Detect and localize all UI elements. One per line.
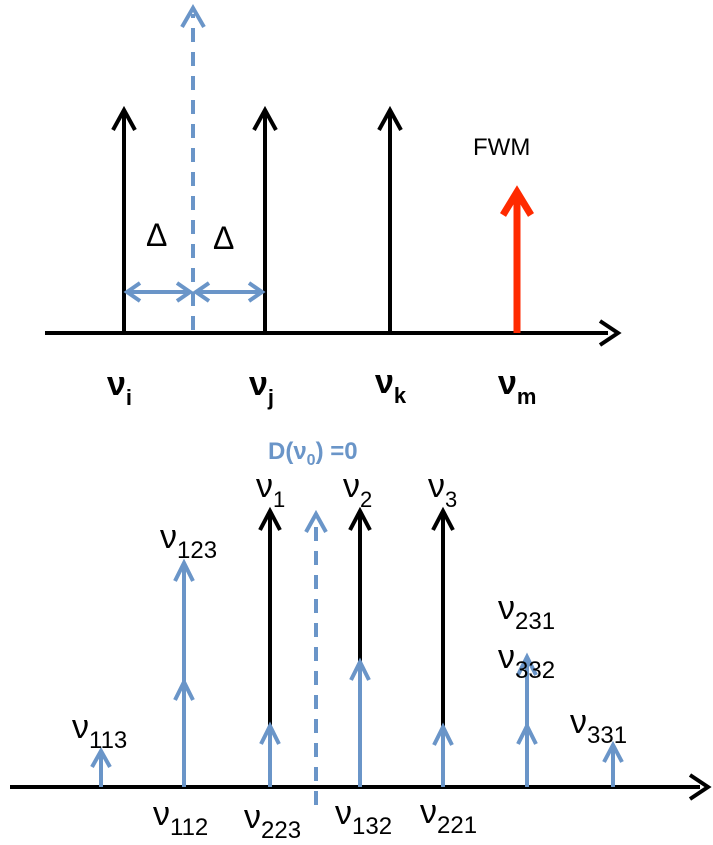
bottom-diagram: D(ν0) =0 — [10, 438, 712, 844]
delta-right-label: Δ — [213, 220, 234, 256]
product-arrow-v231-v332 — [516, 652, 538, 787]
top-center-dashed-line — [180, 4, 206, 330]
label-v331: ν331 — [570, 703, 627, 749]
label-v332: ν332 — [498, 638, 555, 684]
label-v123: ν123 — [160, 518, 217, 564]
fwm-label: FWM — [473, 134, 530, 161]
product-arrow-v123 — [173, 558, 195, 787]
label-v231: ν231 — [498, 589, 555, 635]
label-v223: ν223 — [244, 798, 301, 844]
label-vm: νm — [498, 364, 536, 409]
delta-left-label: Δ — [146, 217, 167, 253]
top-arrow-vi — [111, 105, 137, 333]
delta-arrow-right — [192, 281, 266, 303]
bottom-center-dashed-line — [304, 509, 328, 805]
label-v1: ν1 — [256, 467, 285, 512]
label-v3: ν3 — [428, 467, 457, 512]
label-v132: ν132 — [335, 794, 392, 840]
product-arrow-v132 — [349, 657, 371, 787]
label-vk: νk — [375, 363, 407, 408]
product-arrow-v113 — [90, 746, 112, 787]
label-v2: ν2 — [343, 467, 372, 512]
delta-arrow-left — [123, 281, 194, 303]
label-vj: νj — [249, 365, 274, 410]
bottom-frequency-axis — [10, 773, 712, 801]
top-arrow-vj — [252, 105, 278, 333]
product-arrow-v223 — [259, 721, 281, 787]
product-arrow-v221 — [432, 722, 454, 787]
zero-dispersion-label: D(ν0) =0 — [268, 438, 358, 469]
top-arrow-fwm — [500, 185, 534, 333]
label-vi: νi — [107, 365, 132, 410]
label-v113: ν113 — [72, 708, 127, 754]
top-frequency-axis — [45, 319, 622, 347]
label-v221: ν221 — [420, 793, 477, 839]
top-diagram: Δ Δ FWM νi νj νk νm — [45, 4, 622, 410]
label-v112: ν112 — [153, 795, 208, 841]
product-arrow-v331 — [602, 740, 624, 787]
top-arrow-vk — [377, 105, 403, 333]
